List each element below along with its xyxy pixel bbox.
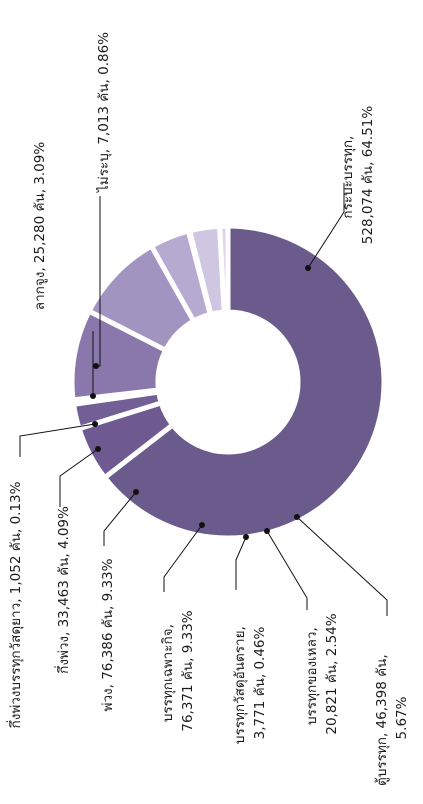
svg-text:ไม่ระบุ, 7,013 คัน, 0.86%: ไม่ระบุ, 7,013 คัน, 0.86% [96,32,112,193]
leader-lines [19,183,388,616]
slice-unspecified [216,223,231,315]
leader-box-truck [296,516,388,616]
svg-text:กระบะบรรทุก, 528,074 คัน: กระบะบรรทุก, 528,074 คัน, 64.51% [340,106,376,245]
leader-dot-special [199,522,205,528]
label-truck-bed-line2: 528,074 คัน, 64.51% [360,106,376,245]
slice-truck-bed [101,223,387,541]
leader-special [163,524,203,592]
leader-dot-trailer [133,489,139,495]
svg-text:กึ่งพ่วง, 33,463 คัน, 4.09%: กึ่งพ่วง, 33,463 คัน, 4.09% [54,506,72,674]
svg-text:ตู้บรรทุก, 46,398 คัน, 5: ตู้บรรทุก, 46,398 คัน, 5.67% [374,650,410,786]
label-hazardous-line1: บรรทุกวัสดุอันตราย, [232,626,248,744]
label-box-truck: ตู้บรรทุก, 46,398 คัน, 5.67% [374,650,410,786]
svg-text:พ่วง, 76,386 คัน, 9.33%: พ่วง, 76,386 คัน, 9.33% [100,558,116,711]
svg-text:กึ่งพ่วงบรรทุกวัสดุยาว, 1,052: กึ่งพ่วงบรรทุกวัสดุยาว, 1,052 คัน, 0.13% [6,481,24,728]
leader-semi-trailer-long [19,423,96,457]
leader-hazardous [235,536,247,590]
donut-slices [69,223,387,541]
label-truck-bed-line1: กระบะบรรทุก, [340,136,356,219]
label-special: บรรทุกเฉพาะกิจ, 76,371 คัน, 9.33% [160,610,196,731]
leader-dot-box-truck [294,514,300,520]
label-truck-bed: กระบะบรรทุก, 528,074 คัน, 64.51% [340,106,376,245]
label-semi-trailer: กึ่งพ่วง, 33,463 คัน, 4.09% [54,506,72,674]
svg-text:บรรทุกวัสดุอันตราย, 3,77: บรรทุกวัสดุอันตราย, 3,771 คัน, 0.46% [232,622,268,744]
leader-trailer [103,491,137,546]
label-box-truck-line1: ตู้บรรทุก, 46,398 คัน, [374,654,390,786]
leader-dot-tractor [90,393,96,399]
svg-text:ลากจูง, 25,280 คัน, 3.09%: ลากจูง, 25,280 คัน, 3.09% [32,142,48,311]
label-trailer: พ่วง, 76,386 คัน, 9.33% [100,558,116,711]
svg-text:บรรทุกเฉพาะกิจ, 76,371 ค: บรรทุกเฉพาะกิจ, 76,371 คัน, 9.33% [160,610,196,731]
leader-liquid [266,530,308,610]
label-hazardous: บรรทุกวัสดุอันตราย, 3,771 คัน, 0.46% [232,622,268,744]
leader-dot-truck-bed [305,265,311,271]
leader-dot-unspecified [93,363,99,369]
label-semi-trailer-long: กึ่งพ่วงบรรทุกวัสดุยาว, 1,052 คัน, 0.13% [6,481,24,728]
label-liquid: บรรทุกของเหลว, 20,821 คัน, 2.54% [304,613,340,734]
leader-dot-liquid [264,528,270,534]
label-box-truck-line2: 5.67% [394,696,410,739]
label-special-line1: บรรทุกเฉพาะกิจ, [160,624,176,722]
label-hazardous-line2: 3,771 คัน, 0.46% [252,626,268,739]
label-tractor: ลากจูง, 25,280 คัน, 3.09% [32,142,48,311]
leader-dot-semi-trailer-long [92,421,98,427]
label-special-line2: 76,371 คัน, 9.33% [180,610,196,731]
leader-semi-trailer [59,448,99,507]
label-liquid-line1: บรรทุกของเหลว, [304,627,320,725]
svg-text:บรรทุกของเหลว, 20,821 คั: บรรทุกของเหลว, 20,821 คัน, 2.54% [304,613,340,734]
leader-truck-bed [307,183,345,269]
label-unspecified: ไม่ระบุ, 7,013 คัน, 0.86% [96,32,112,193]
leader-dot-semi-trailer [95,446,101,452]
leader-dot-hazardous [243,534,249,540]
label-liquid-line2: 20,821 คัน, 2.54% [324,613,340,734]
